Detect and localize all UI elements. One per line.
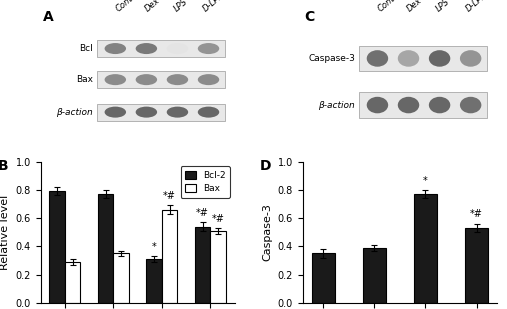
Text: β-action: β-action xyxy=(56,108,93,116)
Bar xyxy=(195,226,210,303)
Text: Control: Control xyxy=(377,0,406,13)
Ellipse shape xyxy=(104,107,126,118)
Text: β-action: β-action xyxy=(318,100,355,110)
Text: B: B xyxy=(0,159,9,173)
Ellipse shape xyxy=(429,50,450,67)
Y-axis label: Relative level: Relative level xyxy=(0,195,10,270)
Text: *: * xyxy=(152,242,157,252)
FancyBboxPatch shape xyxy=(359,46,487,71)
Bar xyxy=(465,228,488,303)
Bar xyxy=(147,259,162,303)
Ellipse shape xyxy=(167,107,188,118)
Bar xyxy=(311,253,335,303)
Ellipse shape xyxy=(198,74,219,85)
Text: Bcl: Bcl xyxy=(79,44,93,53)
Bar xyxy=(49,191,65,303)
Text: D-LPS: D-LPS xyxy=(464,0,488,13)
Ellipse shape xyxy=(167,43,188,54)
Ellipse shape xyxy=(398,97,419,113)
Ellipse shape xyxy=(429,97,450,113)
Text: *#: *# xyxy=(163,191,176,201)
Text: *#: *# xyxy=(196,208,209,218)
Bar xyxy=(363,248,386,303)
Bar xyxy=(414,194,437,303)
Ellipse shape xyxy=(136,43,157,54)
Ellipse shape xyxy=(198,43,219,54)
Bar xyxy=(65,262,81,303)
Ellipse shape xyxy=(104,43,126,54)
Ellipse shape xyxy=(104,74,126,85)
Ellipse shape xyxy=(136,74,157,85)
Text: Dex: Dex xyxy=(406,0,424,13)
Text: *: * xyxy=(423,176,428,186)
Bar xyxy=(114,253,129,303)
FancyBboxPatch shape xyxy=(97,71,225,88)
Ellipse shape xyxy=(460,50,481,67)
Text: *#: *# xyxy=(212,214,225,224)
Text: Caspase-3: Caspase-3 xyxy=(308,54,355,63)
Bar xyxy=(210,231,226,303)
Y-axis label: Caspase-3: Caspase-3 xyxy=(262,203,272,261)
Text: Bax: Bax xyxy=(76,75,93,84)
Text: C: C xyxy=(305,11,315,24)
Ellipse shape xyxy=(198,107,219,118)
FancyBboxPatch shape xyxy=(97,104,225,121)
FancyBboxPatch shape xyxy=(97,40,225,57)
Text: D: D xyxy=(260,159,271,173)
Text: Control: Control xyxy=(115,0,143,13)
Text: *#: *# xyxy=(470,210,483,219)
Ellipse shape xyxy=(460,97,481,113)
Bar xyxy=(162,210,177,303)
Text: A: A xyxy=(43,11,53,24)
Ellipse shape xyxy=(398,50,419,67)
Ellipse shape xyxy=(167,74,188,85)
FancyBboxPatch shape xyxy=(359,92,487,118)
Text: LPS: LPS xyxy=(172,0,190,13)
Text: LPS: LPS xyxy=(434,0,452,13)
Legend: Bcl-2, Bax: Bcl-2, Bax xyxy=(180,166,230,198)
Text: D-LPS: D-LPS xyxy=(202,0,226,13)
Bar xyxy=(98,194,114,303)
Ellipse shape xyxy=(136,107,157,118)
Text: Dex: Dex xyxy=(143,0,162,13)
Ellipse shape xyxy=(367,50,388,67)
Ellipse shape xyxy=(367,97,388,113)
